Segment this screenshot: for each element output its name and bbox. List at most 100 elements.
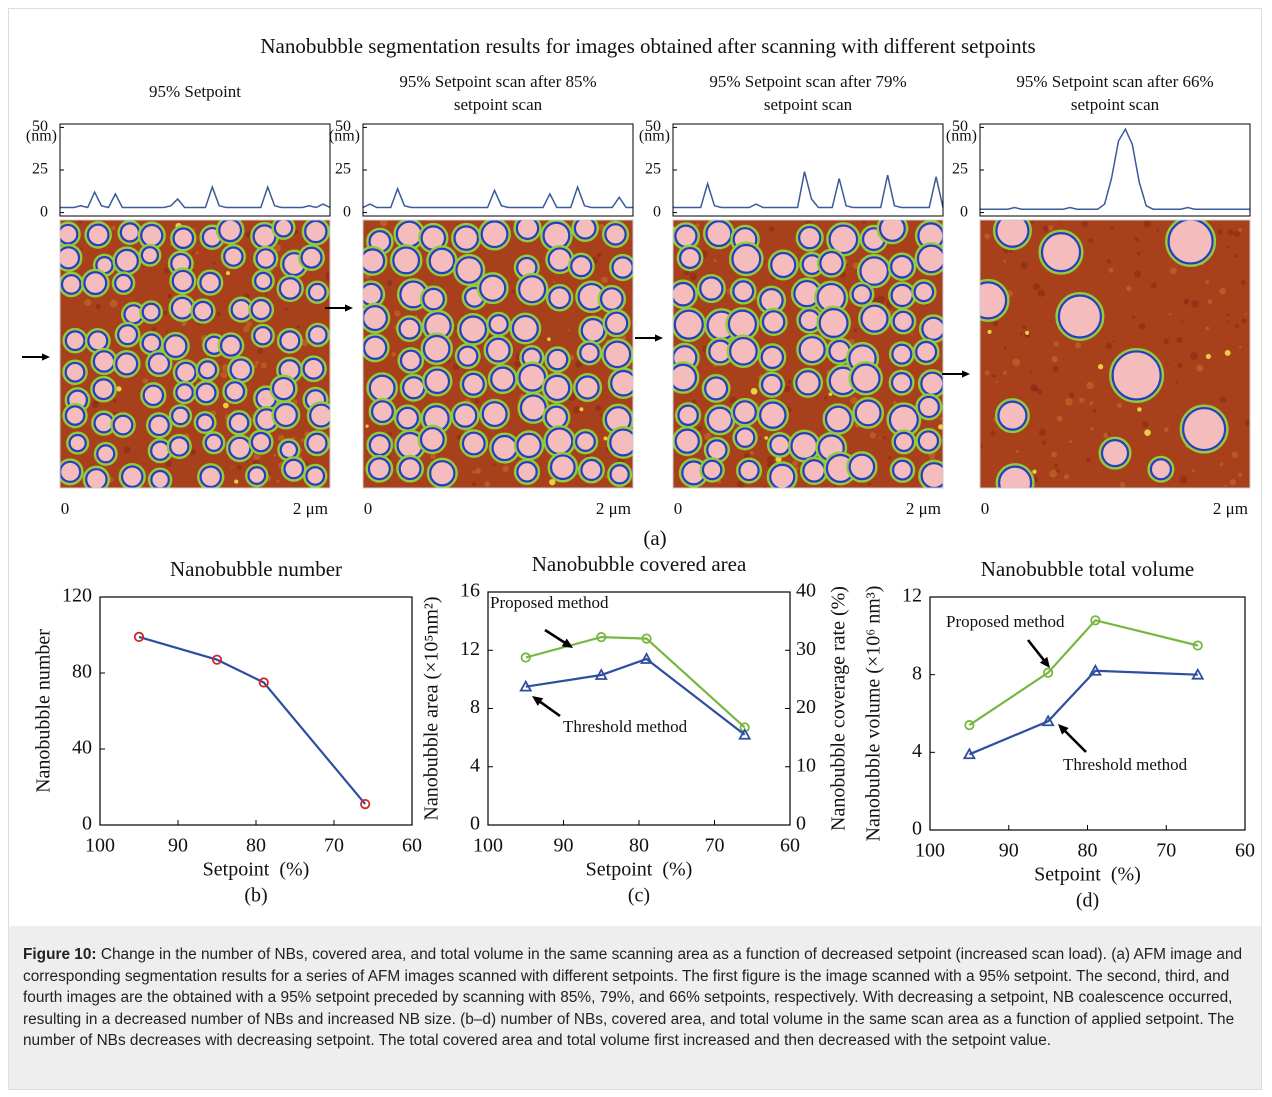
bubble [920,371,943,396]
marker [962,747,976,760]
bubble [917,395,940,419]
afm-border [672,219,944,489]
x-tick-label: 70 [705,835,725,857]
x-tick-label: 100 [85,835,115,857]
bubble [542,221,571,250]
afm-texture [1029,383,1038,392]
afm-texture [1110,226,1114,230]
afm-texture [1234,324,1240,329]
afm-border [59,219,331,489]
afm-texture [1049,469,1058,478]
bubble [300,246,323,269]
profile-title: setpoint scan [764,95,853,114]
afm-texture [77,220,84,224]
afm-texture [697,425,703,432]
afm-texture [766,455,775,464]
afm-texture [1107,432,1111,436]
afm-texture [1183,298,1190,305]
image-x-label: 0 [981,499,990,518]
bubble [488,314,509,335]
afm-speck [1205,353,1212,359]
bubble [395,220,423,248]
bubble [609,464,630,485]
bubble [453,403,478,428]
afm-texture [594,404,602,412]
bubble [204,433,224,452]
afm-texture [181,320,187,327]
x-tick-label: 80 [629,835,649,857]
afm-texture [801,275,804,279]
marker [1191,667,1205,680]
bubble [224,381,246,402]
bubble [701,459,723,481]
afm-texture [1205,279,1209,284]
bubble [223,246,244,267]
afm-texture [1003,259,1007,263]
afm-texture [245,231,252,238]
bubble [575,431,596,452]
bubble [429,460,456,487]
bubble [92,378,115,401]
y-tick-label: 4 [470,754,480,776]
bubble [83,271,108,296]
afm-speck [987,329,992,334]
afm-texture [1234,253,1239,258]
afm-texture [1078,397,1085,403]
figure-frame [8,8,1262,1090]
bubble [828,224,859,255]
afm-image [363,220,633,488]
marker [1043,667,1054,678]
afm-image [60,220,330,488]
series-line [138,635,367,805]
marker [594,668,608,680]
afm-texture [391,351,396,357]
arrow-head [1058,724,1069,735]
bubble [1167,220,1214,265]
afm-texture [1163,338,1169,345]
bubble [851,284,872,305]
bubble [544,374,571,402]
afm-texture [1051,474,1054,477]
afm-texture [220,371,228,379]
bubble [229,358,253,381]
afm-speck [1032,469,1037,474]
y-tick-label: 25 [335,161,351,178]
afm-texture [573,406,582,414]
afm-texture [604,475,608,479]
bubble [147,352,171,375]
bubble [848,453,876,481]
afm-texture [887,455,892,460]
afm-texture [278,434,285,442]
afm-speck [1025,330,1030,335]
bubble [117,324,139,346]
bubble [850,363,881,394]
bubble [398,317,421,340]
bubble [604,223,627,246]
afm-texture [995,380,998,383]
bubble [890,372,913,394]
bubble [148,414,170,437]
profile-line [673,171,944,209]
bubble [759,401,787,429]
bubble [824,405,852,433]
bubble [727,309,757,339]
y-axis-label: Nanobubble area (×10⁵nm²) [421,596,443,820]
afm-texture [1131,315,1136,319]
bubble [547,247,573,272]
marker [1041,714,1055,727]
series-annotation: Threshold method [563,717,688,736]
afm-texture [1233,230,1241,237]
bubble [795,370,821,396]
y-tick-label: 50 [645,118,661,135]
afm-texture [1207,299,1213,305]
bubble [490,366,516,392]
x-tick-label: 90 [999,840,1019,862]
afm-texture [1224,484,1227,487]
afm-texture [111,225,116,231]
afm-texture [1037,289,1046,297]
afm-texture [824,396,828,400]
afm-texture [1081,220,1088,228]
afm-texture [1105,342,1113,350]
afm-texture [1240,279,1246,285]
bubble [573,220,597,240]
